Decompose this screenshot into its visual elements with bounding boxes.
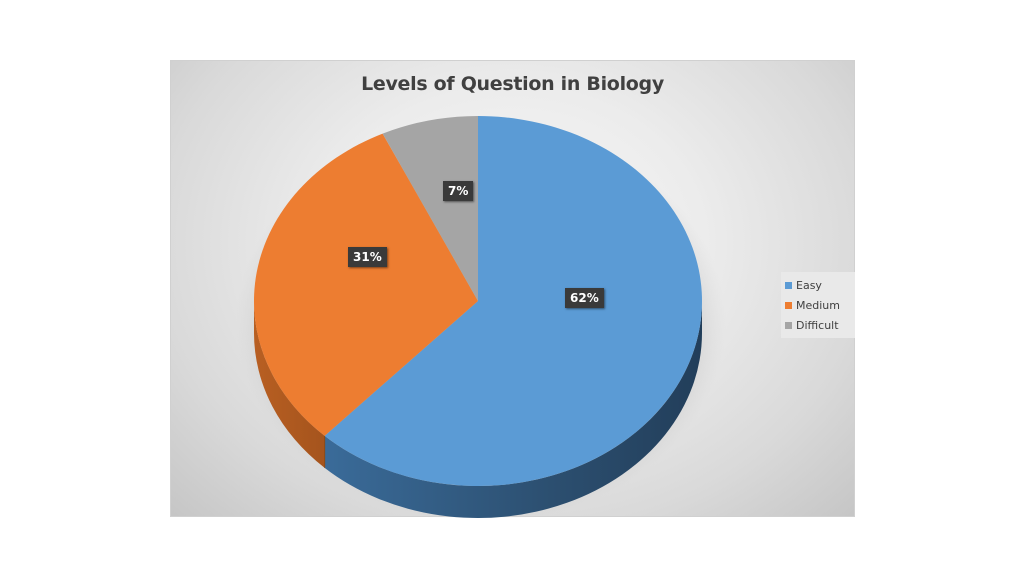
chart-area: Levels of Question in Biology 62% 31% 7% [170,60,855,518]
legend-label-easy: Easy [796,278,822,292]
pie-slice-medium [253,133,478,436]
legend-item-easy: Easy [785,275,851,295]
pie-side-medium [254,301,325,468]
legend: Easy Medium Difficult [781,272,855,338]
data-label-difficult: 7% [443,181,474,201]
pie-side-easy [324,301,702,518]
legend-swatch-easy [785,281,792,289]
pie-chart [236,116,726,518]
pie-slice-easy [324,116,702,486]
pie-slice-difficult [382,116,478,301]
legend-swatch-difficult [785,321,792,329]
legend-label-difficult: Difficult [796,318,839,332]
legend-item-medium: Medium [785,295,851,315]
chart-title: Levels of Question in Biology [361,73,664,95]
legend-swatch-medium [785,301,792,309]
data-label-medium: 31% [348,247,387,267]
legend-label-medium: Medium [796,298,840,312]
pie-slices [253,116,702,518]
legend-item-difficult: Difficult [785,315,851,335]
data-label-easy: 62% [565,288,604,308]
